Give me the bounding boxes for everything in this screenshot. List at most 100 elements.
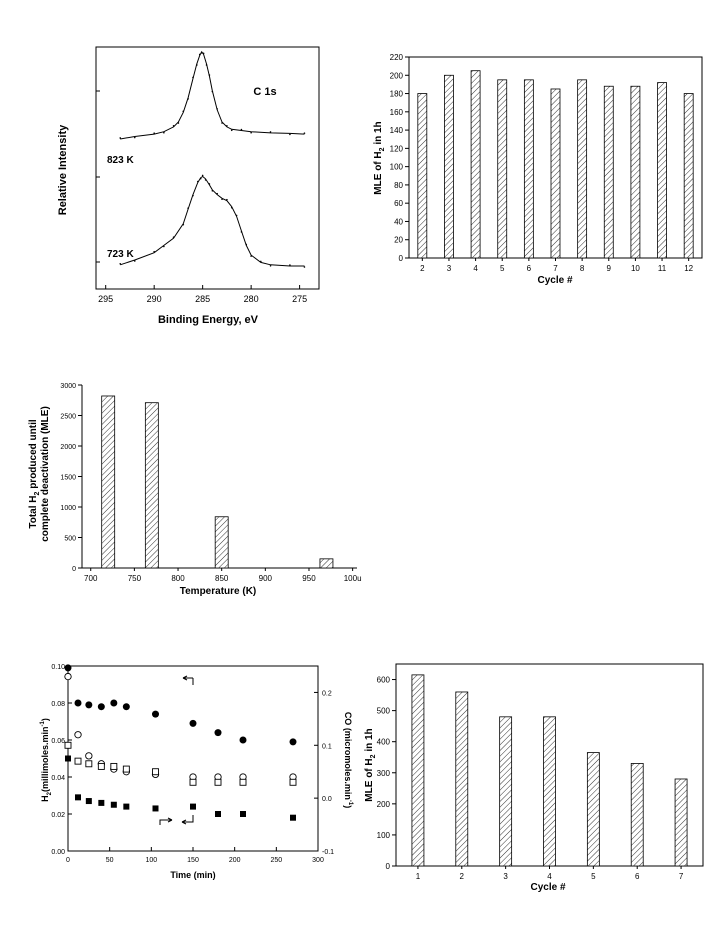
xps-xtick-label: 275	[292, 294, 307, 304]
open-square-point	[110, 762, 118, 770]
open-square-point	[152, 768, 159, 776]
xps-data-point	[192, 194, 194, 197]
filled-circle-point	[289, 738, 297, 746]
cycles12-xtick-label: 11	[658, 264, 667, 273]
temperature-xlabel: Temperature (K)	[180, 586, 257, 597]
temperature-bar	[214, 516, 229, 569]
filled-square-point	[98, 799, 105, 806]
xps-data-point	[245, 243, 248, 246]
filled-circle-point	[97, 703, 105, 711]
open-square-point	[85, 760, 93, 768]
open-circle-point	[74, 731, 82, 739]
cycles12-xtick-label: 3	[447, 264, 452, 273]
xps-xlabel: Binding Energy, eV	[158, 314, 259, 326]
time-ytick-left-label: 0.06	[51, 738, 65, 745]
temperature-ylabel-line2: complete deactivation (MLE)	[40, 406, 51, 542]
cycles12-bar	[523, 79, 534, 259]
cycles12-ytick-label: 20	[394, 236, 403, 245]
xps-data-point	[172, 125, 175, 127]
xps-data-point	[289, 264, 291, 266]
xps-data-point	[240, 128, 243, 131]
cycles7-xtick-label: 5	[591, 872, 596, 881]
cycles7-ytick-label: 300	[377, 769, 391, 778]
cycles12-bar	[630, 85, 641, 259]
xps-xtick-label: 295	[98, 294, 113, 304]
filled-circle-point	[122, 703, 130, 711]
cycles7-bar	[543, 716, 556, 867]
cycles12-chart: 0 20 40 60 80 100 120 140 160 180 200 220 2 3 4 5 6 7 8 9 1…	[373, 53, 703, 286]
cycles12-xtick-label: 2	[420, 264, 425, 273]
time-ytick-left-label: 0.00	[51, 849, 65, 856]
cycles7-ytick-label: 200	[377, 800, 391, 809]
time-xtick-label: 150	[187, 857, 199, 864]
temperature-ytick-label: 500	[64, 536, 76, 543]
time-ytick-right-label: 0.1	[322, 743, 332, 750]
xps-data-point	[289, 133, 291, 136]
filled-square-point	[75, 794, 81, 801]
open-square-point	[122, 765, 130, 773]
xps-data-point	[303, 266, 306, 268]
time-xtick-label: 0	[66, 857, 70, 864]
xps-data-point	[153, 250, 155, 253]
xps-data-point	[211, 189, 214, 192]
cycles12-xlabel: Cycle #	[537, 275, 572, 286]
xps-title: C 1s	[253, 86, 276, 98]
xps-data-point	[208, 74, 211, 76]
xps-data-point	[199, 177, 202, 180]
xps-data-point	[119, 263, 122, 265]
filled-circle-point	[152, 710, 159, 718]
xps-data-point	[260, 260, 262, 263]
temperature-ytick-label: 2000	[60, 444, 76, 451]
cycles12-ytick-label: 100	[390, 163, 404, 172]
time-series-arrows	[159, 675, 194, 825]
cycles7-xtick-label: 3	[503, 872, 508, 881]
temperature-bar	[101, 395, 116, 569]
filled-circle-point	[64, 664, 72, 672]
time-plot-frame	[67, 665, 319, 852]
xps-data-point	[250, 255, 252, 257]
temperature-ylabel-line1: Total H2 produced until	[28, 419, 41, 529]
temperature-xtick-label: 750	[128, 574, 142, 583]
cycles12-xtick-label: 12	[684, 264, 693, 273]
cycles12-ytick-label: 120	[390, 144, 404, 153]
filled-square-point	[65, 755, 71, 762]
cycles7-xtick-label: 6	[635, 872, 640, 881]
time-ytick-left-label: 0.04	[51, 775, 65, 782]
cycles7-xtick-label: 1	[416, 872, 421, 881]
time-ytick-left-label: 0.02	[51, 812, 65, 819]
time-ytick-right-label: 0.0	[322, 796, 332, 803]
xps-data-point	[198, 53, 201, 56]
cycles12-ytick-label: 160	[390, 108, 404, 117]
xps-data-point	[172, 236, 175, 238]
cycles12-bar	[444, 74, 454, 259]
cycles7-bar	[455, 691, 469, 867]
temperature-xtick-label: 850	[215, 574, 229, 583]
xps-data-point	[269, 265, 272, 267]
cycles12-xtick-label: 6	[527, 264, 532, 273]
cycles12-bar	[497, 79, 508, 259]
filled-square-point	[290, 814, 296, 821]
cycles7-ytick-label: 0	[386, 862, 391, 871]
filled-circle-point	[239, 736, 247, 744]
cycles7-bar	[630, 763, 644, 867]
time-ytick-left-label: 0.08	[51, 701, 65, 708]
xps-plot-frame	[95, 46, 320, 290]
cycles7-ytick-label: 600	[377, 676, 391, 685]
xps-chart: C 1s Binding Energy, eV Relative Intensi…	[57, 46, 320, 326]
cycles12-ytick-label: 220	[390, 53, 404, 62]
time-ylabel-right: CO (micromoles.min-1)	[343, 712, 353, 808]
cycles7-ytick-label: 100	[377, 831, 391, 840]
xps-data-point	[216, 108, 218, 110]
temperature-xtick-label: 800	[171, 574, 185, 583]
xps-data-point	[230, 129, 233, 132]
cycles12-bar	[417, 93, 428, 259]
cycles12-xtick-label: 10	[631, 264, 640, 273]
cycles12-ytick-label: 40	[394, 217, 403, 226]
xps-data-point	[133, 260, 136, 262]
cycles7-bar	[499, 716, 513, 867]
xps-series-line-0	[120, 50, 305, 140]
xps-series-line-1	[120, 175, 305, 267]
xps-data-point	[205, 64, 208, 66]
filled-circle-point	[189, 719, 197, 727]
